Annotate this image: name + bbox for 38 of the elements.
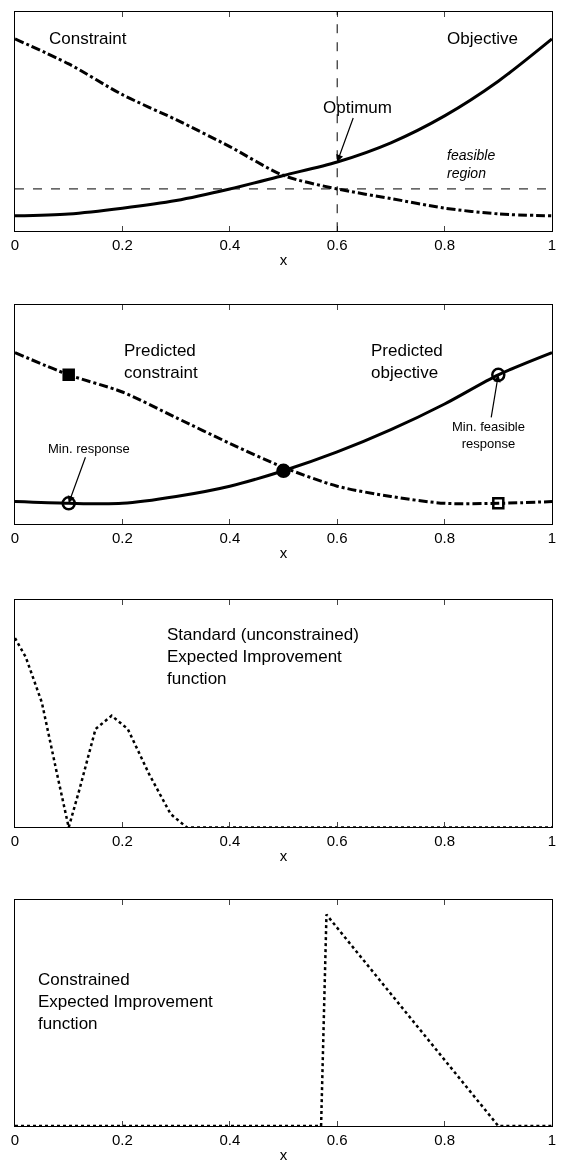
series-label: Predicted constraint (124, 341, 198, 383)
text: Standard (unconstrained) Expected Improvement function (167, 625, 359, 689)
x-tick-label: 0.4 (219, 528, 241, 546)
x-tick-label: 0.6 (326, 832, 348, 850)
x-axis-title: x (279, 251, 288, 269)
x-tick-label: 0.8 (434, 832, 456, 850)
x-axis-title: x (279, 1146, 288, 1163)
x-tick-label: 0.4 (219, 1131, 241, 1148)
series-label: Objective (447, 29, 518, 48)
ref-line-label: feasible region (447, 147, 496, 182)
x-tick-label: 1 (547, 528, 557, 546)
x-tick-label: 0 (10, 1131, 20, 1148)
x-tick-label: 0 (10, 832, 20, 850)
x-axis-title: x (279, 847, 288, 865)
x-tick-label: 1 (547, 1131, 557, 1148)
x-tick-label: 0.2 (111, 1131, 133, 1148)
x-tick-label: 0.6 (326, 236, 348, 254)
x-tick-label: 0 (10, 528, 20, 546)
x-tick-label: 0.6 (326, 1131, 348, 1148)
x-axis-title: x (279, 543, 288, 561)
series-label: Constraint (49, 29, 127, 48)
x-tick-label: 0.8 (434, 528, 456, 546)
x-tick-label: 0.8 (434, 1131, 456, 1148)
annotation: Min. feasible response (452, 419, 525, 451)
x-tick-label: 0 (10, 236, 20, 254)
x-tick-label: 0.2 (111, 236, 133, 254)
x-tick-label: 0.4 (219, 236, 241, 254)
x-tick-label: 0.4 (219, 832, 241, 850)
x-tick-label: 0.6 (326, 528, 348, 546)
x-tick-label: 0.8 (434, 236, 456, 254)
text: Constrained Expected Improvement function (38, 970, 214, 1034)
annotation: Optimum (323, 98, 392, 117)
x-tick-label: 1 (547, 236, 557, 254)
x-tick-label: 1 (547, 832, 557, 850)
annotation: Min. response (48, 441, 130, 456)
x-tick-label: 0.2 (111, 528, 133, 546)
series-label: Predicted objective (371, 341, 443, 383)
x-tick-label: 0.2 (111, 832, 133, 850)
